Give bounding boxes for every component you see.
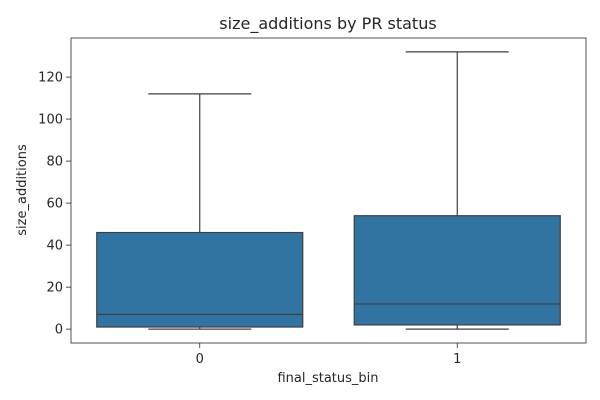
- box-group-0: [96, 93, 304, 330]
- chart-title: size_additions by PR status: [219, 14, 436, 34]
- x-tick-label: 0: [196, 352, 204, 367]
- y-tick-label: 80: [46, 155, 63, 170]
- x-tick-label: 1: [453, 352, 461, 367]
- y-tick-label: 20: [46, 281, 63, 296]
- y-axis: 0 20 40 60 80 100 120: [38, 71, 71, 338]
- y-tick-label: 40: [46, 239, 63, 254]
- y-tick-label: 60: [46, 197, 63, 212]
- x-axis-label: final_status_bin: [277, 371, 378, 386]
- y-tick-label: 100: [38, 113, 63, 128]
- box-group-1: [353, 51, 561, 330]
- box-iqr: [353, 215, 561, 326]
- y-tick-label: 120: [38, 71, 63, 86]
- y-tick-label: 0: [55, 323, 63, 338]
- box-iqr: [96, 231, 304, 328]
- y-axis-label: size_additions: [15, 144, 30, 236]
- plot-frame: [70, 37, 587, 344]
- plot-area: [96, 51, 561, 330]
